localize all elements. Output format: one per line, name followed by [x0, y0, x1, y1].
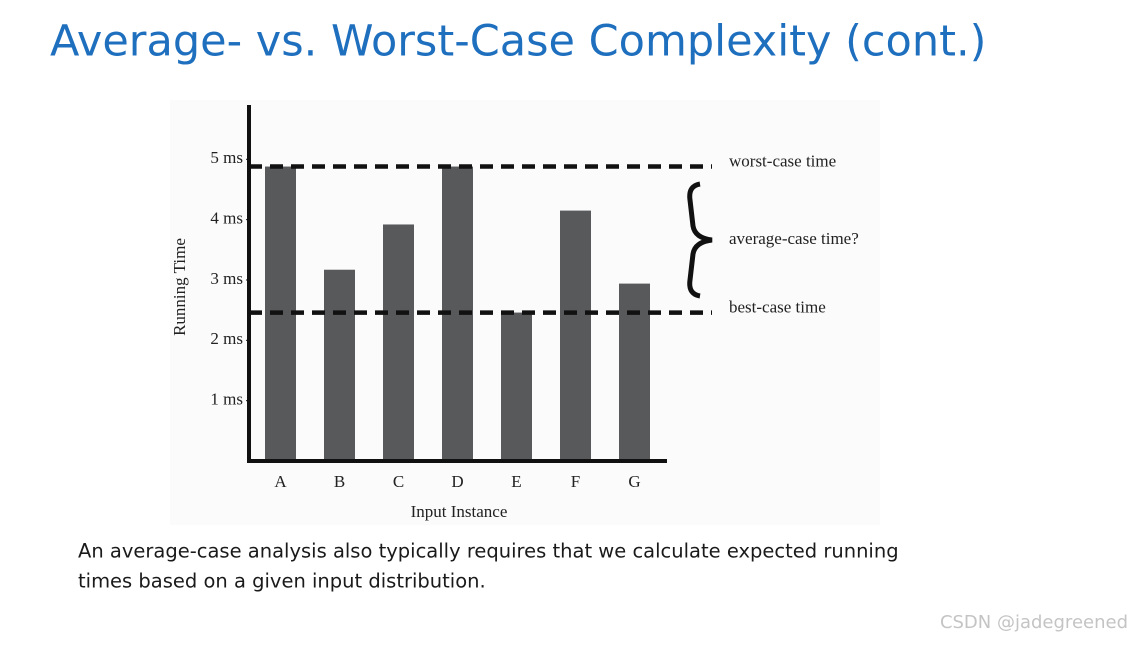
- bar: [324, 269, 355, 461]
- bar: [619, 283, 650, 461]
- x-tick-label: B: [334, 472, 345, 491]
- body-text: An average-case analysis also typically …: [78, 540, 899, 563]
- x-tick-label: E: [511, 472, 521, 491]
- y-tick-label: 3 ms: [210, 269, 243, 288]
- bar: [501, 312, 532, 461]
- slide-title: Average- vs. Worst-Case Complexity (cont…: [50, 17, 986, 67]
- y-tick-label: 5 ms: [210, 148, 243, 167]
- brace-label: average-case time?: [729, 229, 859, 248]
- x-tick-label: C: [393, 472, 404, 491]
- y-tick-label: 4 ms: [210, 209, 243, 228]
- reference-label: worst-case time: [729, 151, 836, 170]
- watermark: CSDN @jadegreened: [940, 612, 1128, 633]
- bar: [560, 210, 591, 461]
- x-tick-label: A: [274, 472, 287, 491]
- x-tick-label: F: [571, 472, 580, 491]
- y-tick-label: 1 ms: [210, 390, 243, 409]
- y-tick-label: 2 ms: [210, 329, 243, 348]
- body-text: times based on a given input distributio…: [78, 570, 486, 593]
- x-axis-label: Input Instance: [411, 502, 508, 521]
- y-axis-label: Running Time: [170, 238, 189, 336]
- brace: [687, 181, 713, 299]
- x-tick-label: D: [451, 472, 463, 491]
- bar: [383, 224, 414, 461]
- reference-label: best-case time: [729, 297, 826, 316]
- x-tick-label: G: [628, 472, 640, 491]
